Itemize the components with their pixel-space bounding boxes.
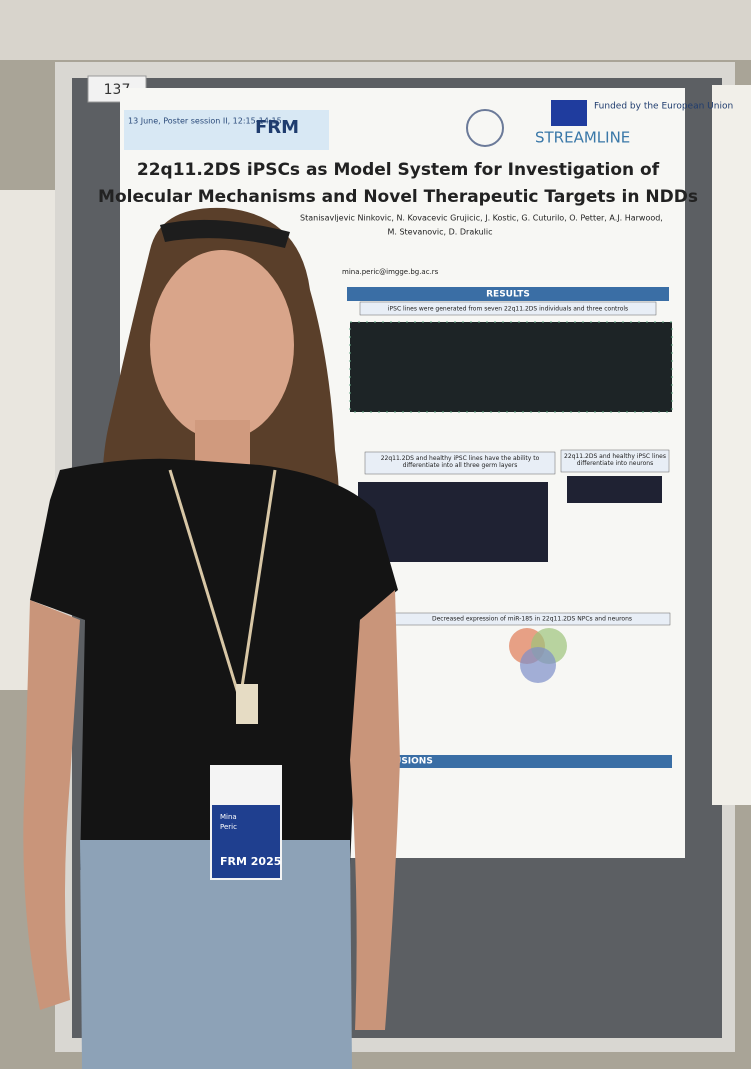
section-box — [364, 451, 556, 475]
micrographs — [567, 476, 662, 503]
authors: M. Stevanovic, D. Drakulic — [387, 228, 492, 237]
neighbour-poster — [712, 85, 751, 805]
lanyard-clip — [236, 684, 258, 724]
section-wrap: 22q11.2DS and healthy iPSC lines differe… — [564, 453, 666, 467]
poster-header-band — [124, 110, 329, 150]
results-band — [347, 287, 669, 301]
micrographs — [358, 482, 548, 562]
session: 13 June, Poster session II, 12:15-14:15 — [128, 117, 282, 126]
poster-title: 22q11.2DS iPSCs as Model System for Inve… — [137, 160, 660, 180]
arm — [350, 590, 400, 1030]
results-heading: RESULTS — [486, 290, 530, 300]
ceiling — [0, 0, 751, 60]
section-heading: 22q11.2DS and healthy iPSC lines have th… — [380, 455, 540, 469]
meeting: FRM — [255, 117, 299, 138]
sunglasses — [160, 219, 290, 248]
badge-name: Mina — [220, 813, 237, 821]
poster-title: Molecular Mechanisms and Novel Therapeut… — [98, 187, 698, 207]
conclusions-band — [350, 755, 672, 768]
logo — [466, 109, 504, 147]
shirt — [30, 458, 398, 870]
funding: Funded by the European Union — [594, 102, 733, 112]
authors: Stanisavljevic Ninkovic, N. Kovacevic Gr… — [300, 214, 663, 223]
venn — [520, 647, 556, 683]
badge-name: Peric — [220, 823, 237, 831]
arm — [23, 600, 80, 1010]
section-heading: iPSC lines were generated from seven 22q… — [388, 306, 628, 313]
micrographs — [350, 322, 672, 412]
email: mina.peric@imgge.bg.ac.rs — [342, 268, 439, 276]
badge-event: FRM 2025 — [220, 855, 281, 868]
micrographs-texture — [349, 321, 673, 413]
section-heading: 22q11.2DS and healthy iPSC lines differe… — [564, 453, 666, 467]
section-heading: Decreased expression of miR-185 in 22q11… — [432, 616, 632, 623]
jeans — [80, 840, 352, 1069]
face — [150, 250, 294, 440]
project: STREAMLINE — [535, 129, 630, 147]
section-box — [560, 449, 670, 473]
eu-flag — [551, 100, 587, 126]
section-box — [359, 301, 657, 316]
conclusions-heading: CLUSIONS — [382, 757, 433, 767]
badge-panel — [212, 805, 280, 878]
section-wrap: 22q11.2DS and healthy iPSC lines have th… — [380, 455, 540, 469]
